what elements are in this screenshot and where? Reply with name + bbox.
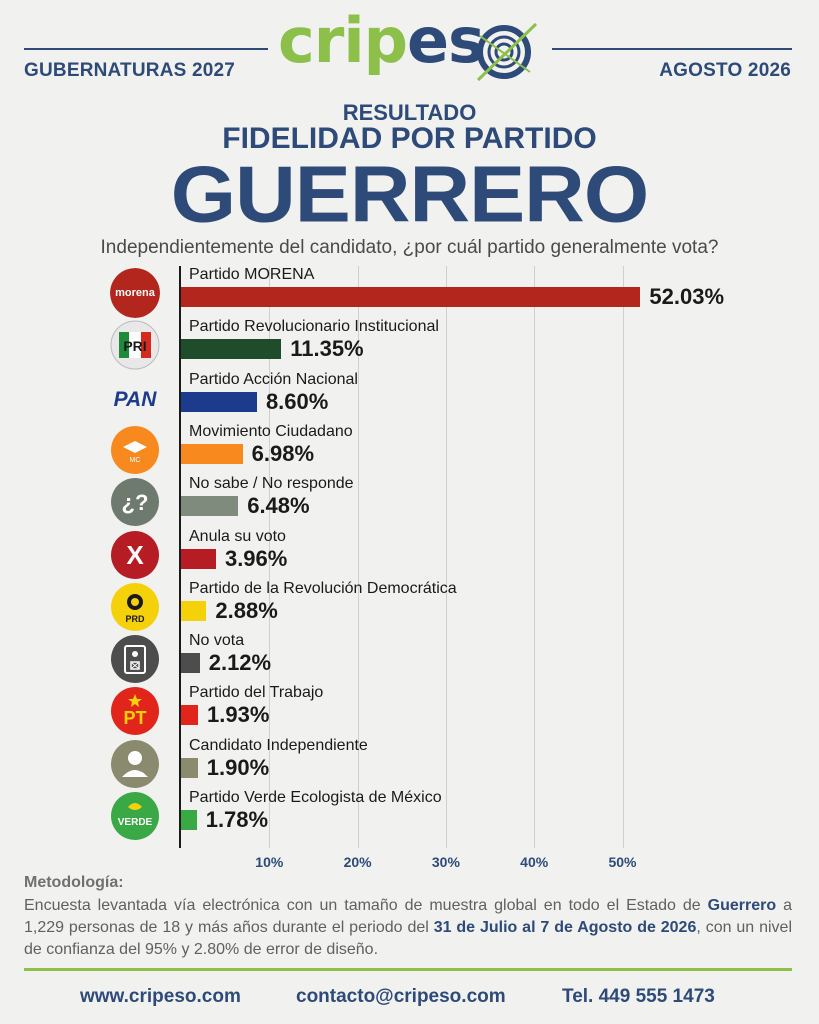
- footer-divider: [24, 968, 792, 971]
- methodology-period: 31 de Julio al 7 de Agosto de 2026: [433, 919, 697, 936]
- x-mark-icon: X: [110, 530, 160, 580]
- bar-category-label: Partido del Trabajo: [189, 684, 324, 702]
- icon-text: morena: [115, 287, 155, 299]
- gridline: [622, 266, 624, 848]
- ballot-box-icon: [110, 634, 160, 684]
- x-tick-label: 10%: [255, 854, 284, 870]
- cripeso-logo: cripes: [270, 4, 550, 90]
- bar-value-label: 2.88%: [215, 597, 278, 623]
- bar: [181, 496, 239, 517]
- x-tick-label: 50%: [608, 854, 637, 870]
- icon-text: PRI: [123, 338, 146, 354]
- bar: [181, 391, 257, 412]
- pri-logo-icon: PRI: [110, 320, 160, 370]
- bar: [181, 600, 207, 621]
- x-tick-label: 30%: [431, 854, 460, 870]
- methodology-part-2: a 1,229 personas de 18 y más años durant…: [24, 897, 792, 936]
- bar-value-label: 8.60%: [265, 388, 329, 414]
- bar-category-label: Partido MORENA: [189, 266, 315, 283]
- gridline: [357, 266, 359, 848]
- pt-logo-icon: PT: [110, 686, 160, 736]
- logo-wordmark: cripes: [278, 4, 485, 77]
- bar: [181, 810, 197, 830]
- bar: [181, 287, 641, 307]
- bar: [181, 548, 216, 569]
- icon-text: PRD: [125, 614, 145, 624]
- bar-category-label: Movimiento Ciudadano: [189, 422, 353, 440]
- state-title: GUERRERO: [170, 149, 649, 239]
- bar-category-label: Anula su voto: [189, 527, 286, 545]
- bar-value-label: 6.48%: [247, 493, 310, 519]
- bar-value-label: 1.78%: [205, 807, 269, 832]
- person-icon: [110, 739, 160, 789]
- header-line-left: [24, 48, 268, 50]
- methodology-title: Metodología:: [24, 874, 124, 891]
- x-tick-label: 20%: [343, 854, 372, 870]
- bar: [181, 757, 198, 778]
- chart-subtitle: FIDELIDAD POR PARTIDO: [222, 122, 597, 155]
- icon-text: MC: [130, 457, 141, 464]
- gridline: [445, 266, 447, 848]
- bar-value-label: 1.93%: [207, 702, 270, 728]
- icon-text: VERDE: [118, 817, 153, 828]
- methodology-part-1: Encuesta levantada vía electrónica con u…: [24, 897, 708, 914]
- bar-category-label: Partido de la Revolución Democrática: [189, 579, 457, 597]
- bar-value-label: 2.12%: [208, 650, 272, 676]
- bar-category-label: Partido Revolucionario Institucional: [189, 318, 439, 336]
- movimiento-ciudadano-logo-icon: MC: [110, 425, 160, 475]
- morena-logo-icon: morena: [110, 268, 160, 318]
- y-axis-line: [179, 266, 181, 848]
- footer-phone: Tel. 449 555 1473: [562, 986, 715, 1007]
- target-icon: [476, 22, 538, 82]
- icon-text: PT: [123, 708, 146, 728]
- icon-text: ¿?: [122, 490, 149, 515]
- gridline: [269, 266, 271, 848]
- header-left-text: GUBERNATURAS 2027: [24, 60, 236, 81]
- bar: [181, 705, 199, 726]
- question-mark-icon: ¿?: [110, 477, 160, 527]
- bar-value-label: 52.03%: [649, 284, 725, 309]
- bar-category-label: Candidato Independiente: [189, 736, 368, 754]
- icon-text: PAN: [114, 388, 158, 411]
- header-line-right: [552, 48, 792, 50]
- bar-value-label: 11.35%: [290, 336, 364, 362]
- survey-question: Independientemente del candidato, ¿por c…: [100, 237, 719, 258]
- bar: [181, 339, 282, 360]
- gridline: [534, 266, 536, 848]
- result-label: RESULTADO: [342, 100, 477, 125]
- methodology-text: Encuesta levantada vía electrónica con u…: [24, 895, 792, 961]
- footer-website-link[interactable]: www.cripeso.com: [80, 986, 241, 1007]
- bar-category-label: No sabe / No responde: [189, 475, 354, 493]
- x-tick-label: 40%: [520, 854, 549, 870]
- header-right-text: AGOSTO 2026: [659, 60, 791, 81]
- pan-logo-icon: PAN: [110, 373, 160, 423]
- methodology-part-3: , con un nivel de confianza del 95% y 2.…: [24, 919, 792, 958]
- bar: [181, 443, 243, 464]
- methodology-state: Guerrero: [707, 897, 777, 914]
- bar: [181, 653, 200, 674]
- bar-category-label: Partido Acción Nacional: [189, 370, 358, 388]
- icon-text: X: [126, 540, 144, 570]
- prd-logo-icon: PRD: [110, 582, 160, 632]
- bar-category-label: No vota: [189, 632, 245, 650]
- bar-value-label: 6.98%: [251, 440, 315, 466]
- bar-value-label: 3.96%: [224, 545, 288, 571]
- bar-value-label: 1.90%: [206, 754, 270, 780]
- verde-logo-icon: VERDE: [110, 791, 160, 841]
- bar-category-label: Partido Verde Ecologista de México: [189, 789, 442, 806]
- footer-email-link[interactable]: contacto@cripeso.com: [296, 986, 506, 1007]
